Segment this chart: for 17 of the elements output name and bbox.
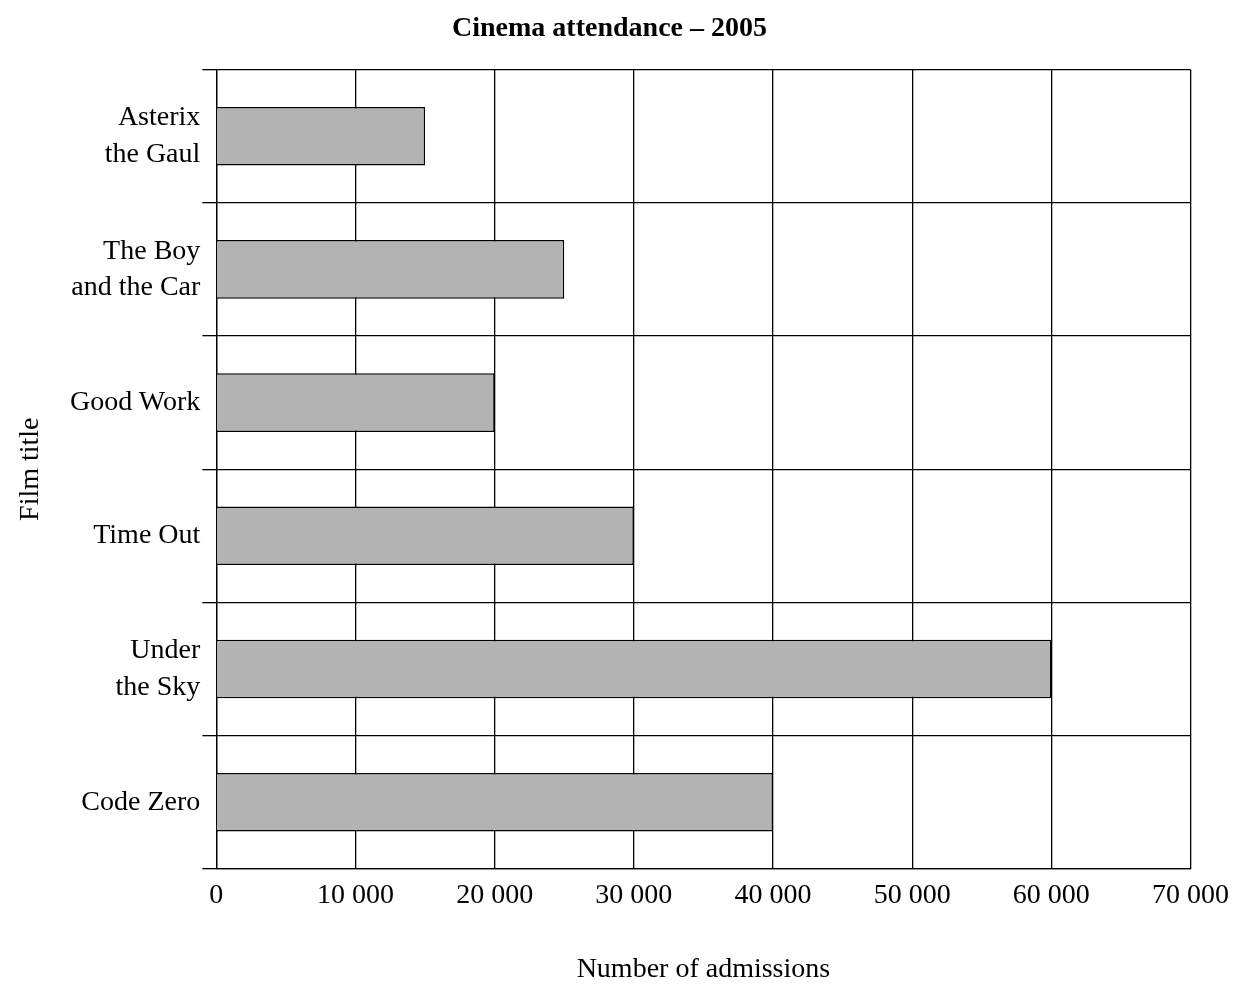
chart-title: Cinema attendance – 2005: [452, 11, 767, 43]
y-tick-label: Time Out: [93, 518, 201, 550]
x-tick-label: 30 000: [595, 877, 673, 909]
y-axis-title: Film title: [13, 417, 45, 521]
y-tick-label: Good Work: [70, 384, 201, 416]
x-tick-label: 10 000: [317, 877, 394, 909]
x-tick-label: 70 000: [1152, 877, 1229, 909]
y-tick-label: The Boy and the Car: [71, 233, 202, 301]
x-tick-label: 20 000: [456, 877, 534, 909]
x-tick-label: 40 000: [734, 877, 812, 909]
y-tick-label: Code Zero: [81, 784, 201, 816]
y-tick-label: Asterix the Gaul: [104, 100, 201, 168]
x-tick-label: 50 000: [873, 877, 951, 909]
x-tick-label: 0: [209, 877, 224, 909]
y-tick-label: Under the Sky: [115, 633, 201, 701]
x-axis-title: Number of admissions: [576, 951, 831, 983]
x-tick-label: 60 000: [1012, 877, 1090, 909]
